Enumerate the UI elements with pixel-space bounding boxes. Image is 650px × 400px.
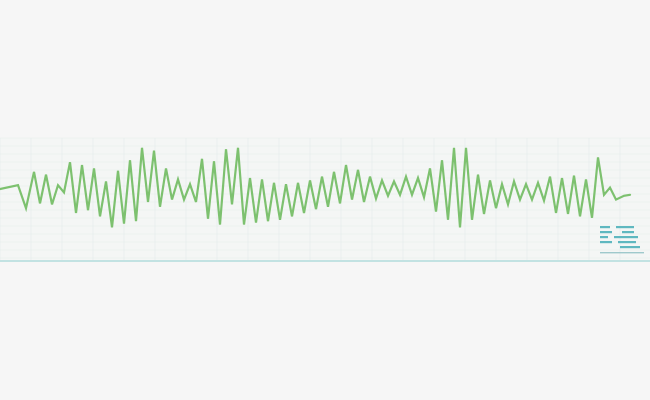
legend-footnote bbox=[600, 252, 644, 254]
legend-mark bbox=[600, 241, 612, 244]
legend-mark bbox=[620, 246, 640, 249]
legend-mark bbox=[616, 226, 634, 229]
legend-mark bbox=[618, 241, 636, 244]
legend-mark bbox=[600, 236, 608, 239]
legend-mark bbox=[622, 231, 634, 234]
legend bbox=[600, 226, 644, 254]
legend-mark bbox=[614, 236, 638, 239]
legend-mark bbox=[600, 226, 610, 229]
legend-mark bbox=[600, 231, 612, 234]
waveform-series-line bbox=[0, 147, 632, 228]
